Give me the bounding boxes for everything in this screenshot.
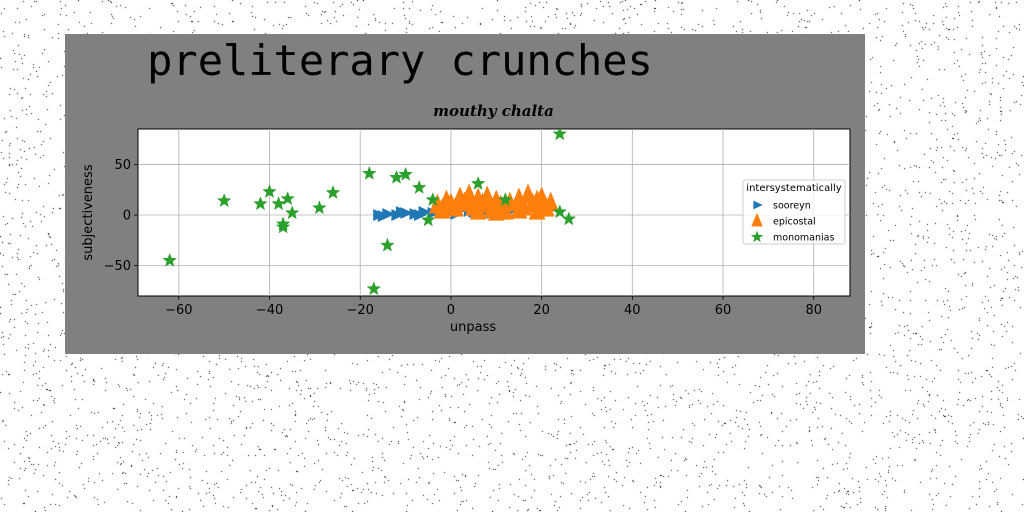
data-point-monomanias [275, 216, 291, 231]
legend-marker-monomanias [750, 230, 764, 243]
legend-label-monomanias: monomanias [773, 233, 834, 244]
legend-label-epicostal: epicostal [773, 217, 816, 228]
x-tick-label: 40 [624, 303, 641, 318]
figure: preliterary crunches mouthy chalta −60 −4… [65, 34, 865, 354]
x-tick-label: −20 [346, 303, 373, 318]
legend-title: intersystematically [746, 183, 841, 194]
x-tick-label: 0 [447, 303, 455, 318]
data-point-monomanias [552, 204, 568, 219]
data-point-monomanias [253, 196, 268, 211]
data-point-monomanias [325, 185, 341, 199]
data-point-monomanias [470, 175, 486, 190]
data-point-epicostal [542, 191, 560, 212]
x-tick-label: 80 [805, 303, 822, 318]
x-tick-label: −40 [256, 303, 283, 318]
y-tick-label: 50 [114, 158, 131, 173]
chart-title: preliterary crunches [147, 36, 653, 85]
data-point-monomanias [216, 193, 232, 208]
data-point-monomanias [271, 196, 286, 211]
data-point-monomanias [162, 252, 178, 267]
data-point-monomanias [361, 165, 377, 180]
data-point-monomanias [498, 192, 513, 207]
y-tick-label: −50 [104, 259, 131, 274]
data-point-sooreyn [395, 205, 409, 218]
y-axis-label: subjectiveness [81, 164, 96, 260]
data-point-monomanias [425, 192, 441, 207]
data-point-sooreyn [414, 209, 427, 222]
data-point-epicostal [510, 198, 528, 219]
data-point-monomanias [262, 184, 277, 198]
y-tick-label: 0 [123, 209, 131, 224]
data-point-epicostal [442, 192, 460, 213]
data-point-monomanias [561, 211, 577, 226]
data-point-monomanias [366, 281, 382, 296]
data-point-monomanias [389, 169, 404, 184]
x-tick-label: 20 [533, 303, 550, 318]
chart-subtitle: mouthy chalta [433, 102, 554, 120]
data-point-monomanias [280, 191, 295, 206]
data-point-monomanias [411, 179, 427, 194]
data-point-epicostal [469, 199, 487, 220]
data-point-monomanias [380, 237, 395, 252]
x-axis-label: unpass [450, 320, 496, 335]
data-point-epicostal [487, 200, 505, 221]
x-tick-label: 60 [715, 303, 732, 318]
legend-box [742, 179, 846, 245]
data-point-sooreyn [377, 210, 391, 223]
data-point-monomanias [552, 129, 568, 141]
data-point-monomanias [312, 200, 327, 215]
data-point-monomanias [284, 205, 300, 220]
data-point-epicostal [528, 199, 546, 220]
scatter-chart: −60 −40 −20 0 20 40 60 80 −50 0 50 unpass subjective… [81, 128, 851, 335]
legend-marker-sooreyn [753, 200, 763, 210]
legend-marker-epicostal [751, 212, 763, 227]
data-point-monomanias [398, 166, 413, 181]
data-point-monomanias [420, 212, 436, 227]
x-tick-label: −60 [165, 303, 192, 318]
legend-label-sooreyn: sooreyn [773, 201, 811, 212]
